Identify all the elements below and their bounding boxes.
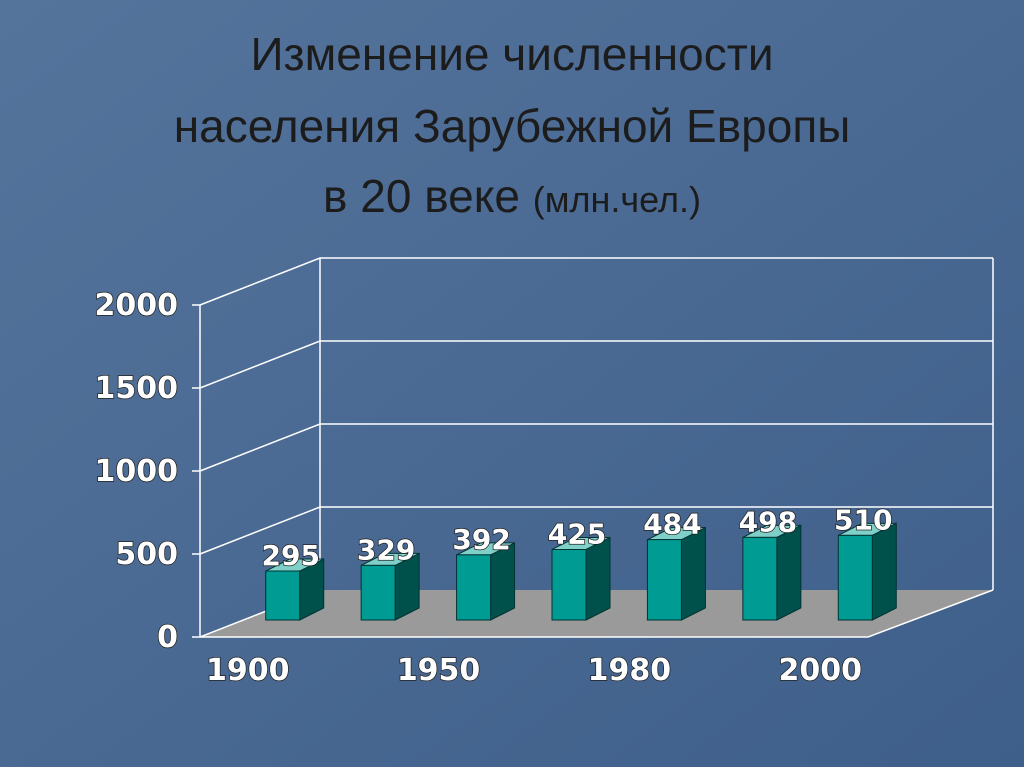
bar-front (360, 564, 396, 621)
grid-line (199, 506, 993, 555)
bar (360, 552, 420, 621)
value-label: 392 (452, 523, 510, 556)
bar-front (742, 536, 778, 621)
value-label: 498 (739, 505, 797, 538)
title-group: в 20 веке (млн.чел.) (323, 170, 701, 222)
title-line: Изменение численности (250, 28, 773, 80)
x-tick-label: 1980 (588, 653, 672, 688)
floor-edge (867, 589, 994, 638)
bar (551, 536, 611, 621)
grid-line (199, 340, 993, 389)
bar-front (456, 554, 492, 621)
value-label: 484 (643, 508, 701, 541)
bar-side (871, 522, 897, 621)
bar (837, 522, 897, 621)
y-tick-label: 1500 (95, 371, 179, 406)
bar (456, 542, 516, 621)
y-tick-label: 2000 (95, 288, 179, 323)
grid-line (199, 423, 993, 472)
bar (265, 558, 325, 621)
bar-front (837, 534, 873, 621)
grid-line (199, 257, 993, 306)
value-label: 425 (548, 517, 606, 550)
title-line: населения Зарубежной Европы (174, 100, 851, 152)
x-tick-label: 1950 (397, 653, 481, 688)
bar-front (551, 548, 587, 621)
bar-front (646, 539, 682, 621)
bar-side (680, 526, 706, 621)
y-tick-label: 500 (115, 537, 178, 572)
title-line: в 20 веке (323, 170, 520, 222)
bar-front (265, 570, 301, 621)
subtitle: (млн.чел.) (533, 179, 701, 220)
x-tick-label: 1900 (206, 653, 290, 688)
y-tick-label: 1000 (95, 454, 179, 489)
value-label: 510 (834, 503, 892, 536)
bar (742, 524, 802, 621)
value-label: 295 (261, 539, 319, 572)
y-tick-label: 0 (157, 620, 178, 655)
x-tick-label: 2000 (779, 653, 863, 688)
bar-side (776, 524, 802, 621)
bar (646, 526, 706, 621)
value-label: 329 (357, 533, 415, 566)
